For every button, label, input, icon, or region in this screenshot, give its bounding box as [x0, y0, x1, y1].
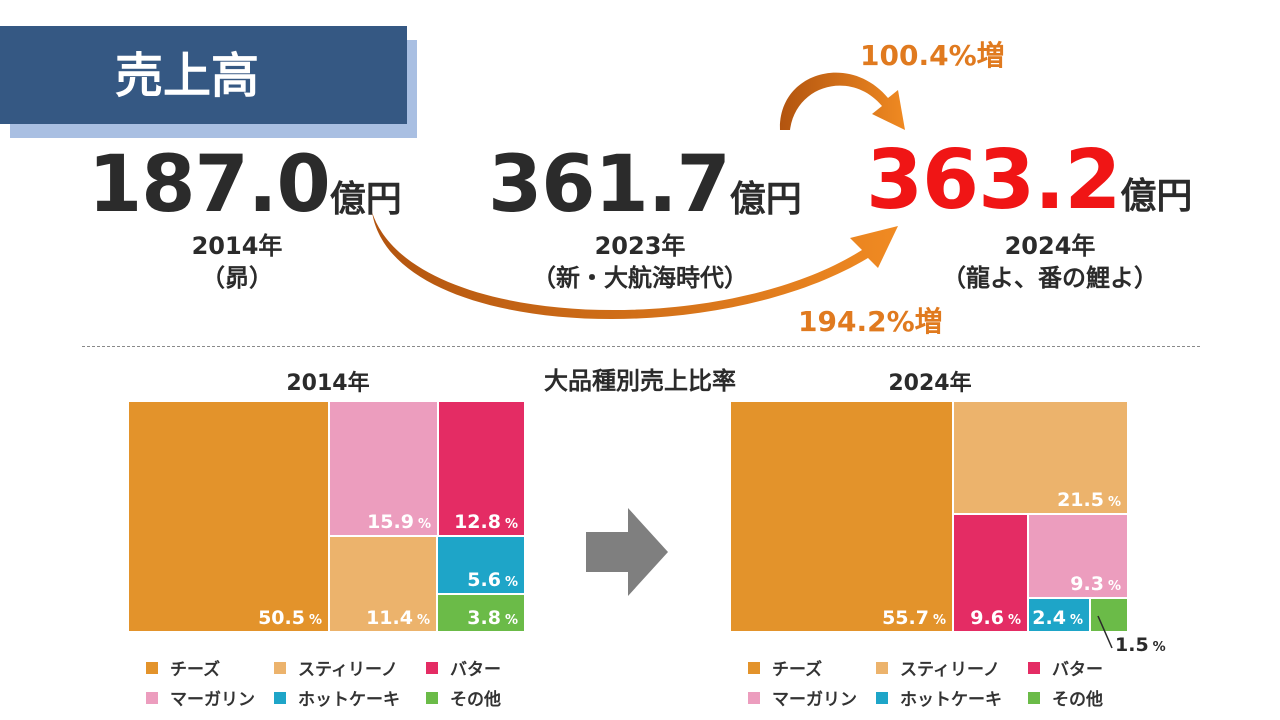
legend-label-stelino: スティリーノ	[298, 660, 398, 680]
treemap-cell-2014-stelino: 11.4%	[330, 537, 436, 631]
data-label-stelino: 11.4%	[366, 607, 430, 629]
sales-2014-value: 187.0	[88, 140, 331, 230]
year-2024-label: 2024年	[1004, 232, 1096, 260]
sales-2023-unit: 億円	[729, 179, 802, 220]
legend-item-hotcake: ホットケーキ	[274, 685, 400, 710]
legend-item-margarine: マーガリン	[748, 685, 857, 710]
legend-swatch-other	[1028, 691, 1040, 704]
legend-swatch-margarine	[146, 691, 158, 704]
era-2024-label: （龍よ、番の鯉よ）	[942, 264, 1158, 292]
legend-swatch-butter	[1028, 661, 1040, 674]
legend-swatch-hotcake	[274, 691, 286, 704]
page-title: 売上高	[115, 48, 260, 104]
growth-10y-label: 194.2%増	[798, 305, 943, 338]
growth-yoy-label: 100.4%増	[860, 39, 1005, 72]
legend-item-cheese: チーズ	[748, 655, 822, 680]
data-label-butter: 9.6%	[970, 607, 1021, 629]
legend-label-stelino: スティリーノ	[900, 660, 1000, 680]
legend-label-hotcake: ホットケーキ	[298, 690, 400, 710]
legend-swatch-other	[426, 691, 438, 704]
sales-2014-unit: 億円	[329, 179, 402, 220]
sales-2024-value: 363.2	[866, 133, 1121, 228]
treemap-cell-2014-other: 3.8%	[438, 595, 524, 631]
legend-label-cheese: チーズ	[772, 660, 823, 680]
treemap-2024: 55.7% 21.5% 9.6% 9.3% 2.4%	[731, 402, 1127, 631]
legend-swatch-stelino	[876, 661, 888, 674]
data-label-butter: 12.8%	[454, 511, 518, 533]
legend-item-other: その他	[426, 685, 501, 710]
year-2023-block: 2023年 （新・大航海時代）	[490, 230, 790, 294]
leader-line-other	[1097, 615, 1113, 649]
legend-swatch-cheese	[748, 661, 760, 674]
legend-swatch-margarine	[748, 691, 760, 704]
treemap-cell-2014-hotcake: 5.6%	[438, 537, 524, 593]
treemap-cell-2024-other	[1091, 599, 1127, 631]
treemap-cell-2024-butter: 9.6%	[954, 515, 1027, 631]
treemap-cell-2024-margarine: 9.3%	[1029, 515, 1127, 597]
legend-swatch-stelino	[274, 661, 286, 674]
treemap-cell-2014-butter: 12.8%	[439, 402, 524, 535]
treemap-cell-2024-hotcake: 2.4%	[1029, 599, 1089, 631]
data-label-cheese: 55.7%	[882, 607, 946, 629]
treemap-cell-2014-cheese: 50.5%	[129, 402, 328, 631]
section-title: 大品種別売上比率	[544, 367, 736, 395]
legend-label-butter: バター	[450, 660, 501, 680]
sales-2014: 187.0億円	[88, 146, 402, 224]
treemap-cell-2024-stelino: 21.5%	[954, 402, 1127, 513]
legend-item-stelino: スティリーノ	[876, 655, 1000, 680]
section-divider	[82, 346, 1200, 347]
sales-2023-value: 361.7	[488, 140, 731, 230]
legend-item-butter: バター	[1028, 655, 1103, 680]
legend-item-cheese: チーズ	[146, 655, 220, 680]
data-label-hotcake: 2.4%	[1032, 607, 1083, 629]
legend-label-other: その他	[450, 690, 501, 710]
data-label-2024-other: 1.5%	[1115, 634, 1166, 656]
data-label-hotcake: 5.6%	[467, 569, 518, 591]
sales-2024: 363.2億円	[866, 140, 1192, 222]
era-2023-label: （新・大航海時代）	[532, 264, 748, 292]
year-2023-label: 2023年	[594, 232, 686, 260]
legend-swatch-hotcake	[876, 691, 888, 704]
data-label-stelino: 21.5%	[1057, 489, 1121, 511]
data-label-other: 3.8%	[467, 607, 518, 629]
year-2014-block: 2014年 （昴）	[137, 230, 337, 294]
legend-label-hotcake: ホットケーキ	[900, 690, 1002, 710]
data-label-cheese: 50.5%	[258, 607, 322, 629]
sales-2024-unit: 億円	[1120, 176, 1193, 217]
title-banner	[0, 26, 407, 124]
treemap-cell-2024-cheese: 55.7%	[731, 402, 952, 631]
legend-label-margarine: マーガリン	[772, 690, 857, 710]
data-label-margarine: 9.3%	[1070, 573, 1121, 595]
treemap-2014-title: 2014年	[286, 371, 370, 396]
legend-label-other: その他	[1052, 690, 1103, 710]
legend-item-margarine: マーガリン	[146, 685, 255, 710]
data-label-margarine: 15.9%	[367, 511, 431, 533]
legend-item-butter: バター	[426, 655, 501, 680]
legend-swatch-cheese	[146, 661, 158, 674]
treemap-cell-2014-margarine: 15.9%	[330, 402, 437, 535]
legend-item-other: その他	[1028, 685, 1103, 710]
year-2024-block: 2024年 （龍よ、番の鯉よ）	[900, 230, 1200, 294]
sales-2023: 361.7億円	[488, 146, 802, 224]
year-2014-label: 2014年	[191, 232, 283, 260]
transition-arrow	[586, 508, 668, 596]
era-2014-label: （昴）	[201, 264, 273, 292]
legend-item-hotcake: ホットケーキ	[876, 685, 1002, 710]
legend-label-cheese: チーズ	[170, 660, 221, 680]
treemap-2024-title: 2024年	[888, 371, 972, 396]
legend-label-margarine: マーガリン	[170, 690, 255, 710]
legend-item-stelino: スティリーノ	[274, 655, 398, 680]
treemap-2014: 50.5% 15.9% 12.8% 11.4% 5.6% 3.8%	[129, 402, 524, 631]
arrow-yoy	[779, 72, 905, 130]
arrow-10y	[372, 212, 898, 320]
legend-swatch-butter	[426, 661, 438, 674]
legend-label-butter: バター	[1052, 660, 1103, 680]
